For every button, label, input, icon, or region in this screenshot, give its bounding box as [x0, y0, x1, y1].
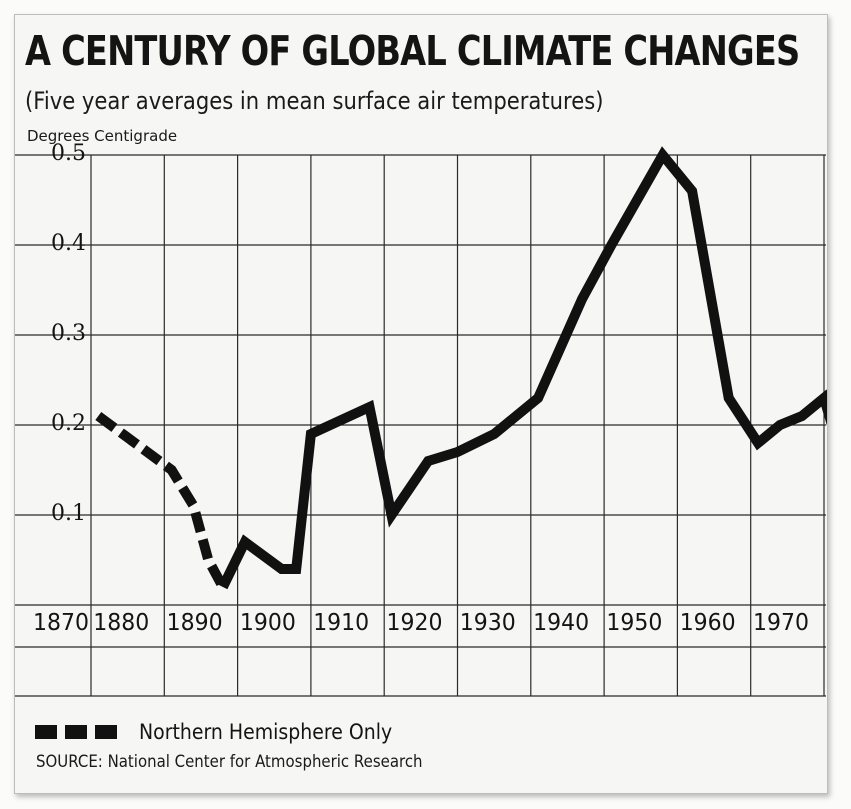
x-tick-label: 1970 — [753, 610, 809, 636]
y-tick-label: 0.1 — [51, 501, 86, 526]
y-axis-label: Degrees Centigrade — [27, 127, 178, 145]
dashed-line-swatch — [35, 725, 117, 739]
legend-label: Northern Hemisphere Only — [139, 720, 393, 744]
x-tick-label: 1940 — [533, 610, 589, 636]
x-tick-label: 1900 — [240, 610, 296, 636]
northern-hemisphere-series-line — [95, 411, 228, 590]
chart-title: A CENTURY OF GLOBAL CLIMATE CHANGES — [25, 27, 800, 75]
global-series-line — [218, 146, 827, 590]
y-tick-label: 0.5 — [51, 141, 86, 166]
y-tick-label: 0.3 — [51, 321, 86, 346]
chart-subtitle: (Five year averages in mean surface air … — [25, 87, 604, 115]
x-tick-label: 1930 — [460, 610, 516, 636]
x-tick-label: 1950 — [606, 610, 662, 636]
x-tick-label: 1910 — [313, 610, 369, 636]
x-tick-label: 1920 — [387, 610, 443, 636]
y-tick-label: 0.2 — [51, 411, 86, 436]
x-tick-label: 1880 — [93, 610, 149, 636]
source-note: SOURCE: National Center for Atmospheric … — [36, 752, 423, 772]
x-tick-label: 1890 — [167, 610, 223, 636]
line-chart: 0.1 0.2 0.3 0.4 0.5 1870 1880 1890 1900 1910 1920… — [15, 141, 827, 697]
data-lines — [95, 146, 827, 590]
x-tick-labels: 1870 1880 1890 1900 1910 1920 1930 1940 1950 1960… — [33, 610, 809, 636]
y-tick-label: 0.4 — [51, 231, 86, 256]
x-tick-label: 1960 — [680, 610, 736, 636]
x-tick-label: 1870 — [33, 610, 89, 636]
y-tick-labels: 0.1 0.2 0.3 0.4 0.5 — [51, 141, 86, 526]
chart-grid — [15, 154, 826, 697]
newspaper-clipping: A CENTURY OF GLOBAL CLIMATE CHANGES (Fiv… — [14, 14, 828, 794]
